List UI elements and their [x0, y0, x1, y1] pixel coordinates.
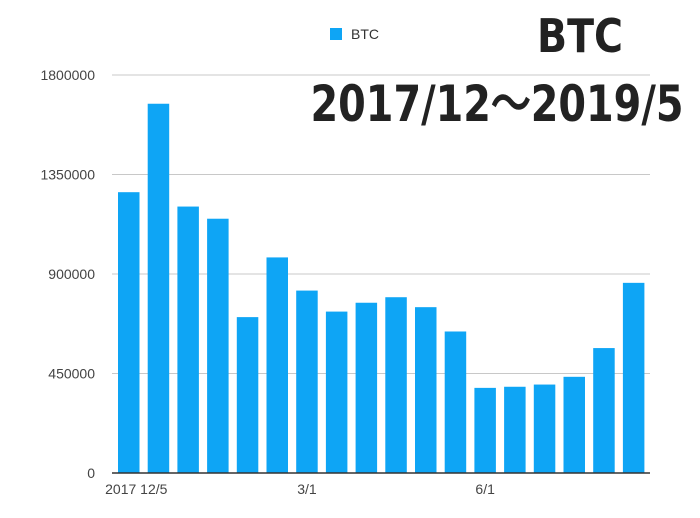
bar-group: [118, 103, 645, 474]
bar: [504, 386, 526, 473]
bar: [236, 317, 259, 473]
bar: [118, 192, 140, 473]
bar: [415, 307, 437, 473]
x-tick-label: 3/1: [297, 481, 317, 497]
legend-label: BTC: [351, 26, 379, 42]
legend-swatch: [330, 28, 342, 40]
y-tick-label: 450000: [48, 366, 95, 382]
bar: [474, 387, 496, 473]
bar: [593, 348, 615, 473]
bar: [444, 331, 467, 473]
x-tick-label: 2017 12/5: [105, 481, 167, 497]
bar: [147, 103, 170, 473]
bar: [177, 206, 199, 474]
gridlines: [112, 74, 650, 374]
y-tick-label: 900000: [48, 266, 95, 282]
bar: [355, 302, 378, 473]
y-tick-label: 1800000: [40, 67, 95, 83]
y-axis-ticks: 0 450000 900000 1350000 1800000: [40, 67, 95, 481]
bar: [385, 297, 407, 473]
bar: [296, 290, 318, 473]
y-tick-label: 1350000: [40, 167, 95, 183]
bar: [533, 384, 556, 473]
bar: [266, 257, 288, 473]
chart-title-line-1: BTC: [537, 9, 623, 63]
y-tick-label: 0: [87, 465, 95, 481]
bar: [622, 282, 645, 473]
bar: [325, 311, 348, 473]
bar: [207, 218, 229, 473]
chart-title: BTC 2017/12〜2019/5: [311, 9, 684, 133]
bar: [563, 376, 585, 473]
legend: BTC: [330, 26, 379, 42]
x-tick-label: 6/1: [475, 481, 495, 497]
chart-title-line-2: 2017/12〜2019/5: [311, 75, 684, 133]
x-axis-ticks: 2017 12/5 3/1 6/1: [105, 481, 495, 497]
